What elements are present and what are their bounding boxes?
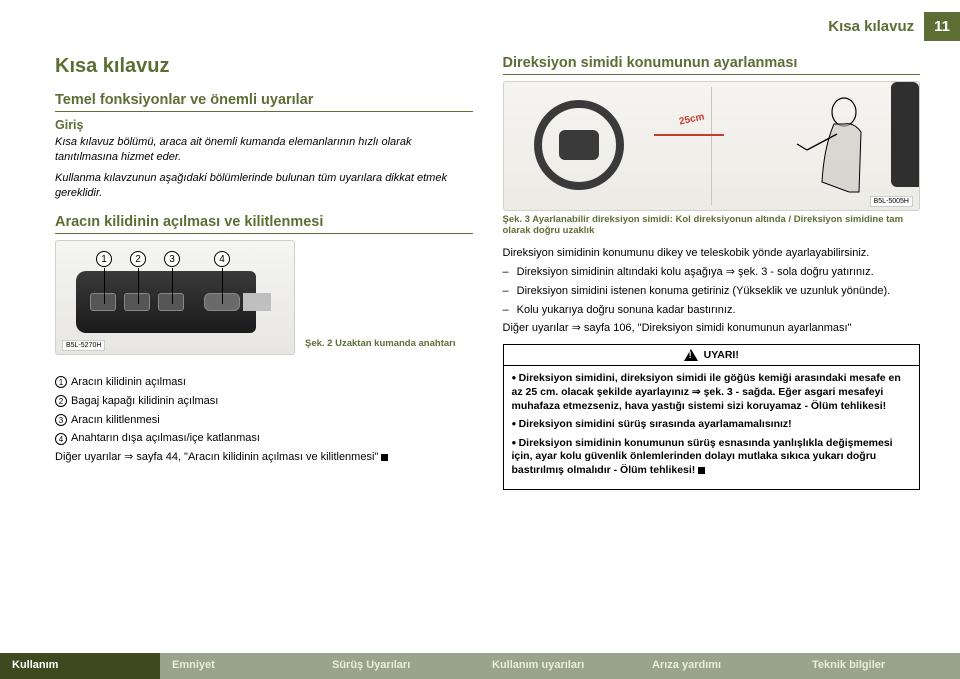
legend-3: 3Aracın kilitlenmesi [55,411,473,430]
subhead-steering: Direksiyon simidi konumunun ayarlanması [503,55,921,75]
key-body-shape [76,271,256,333]
torso-silhouette-icon [789,92,889,202]
subhead-lock: Aracın kilidinin açılması ve kilitlenmes… [55,214,473,234]
warning-2: Direksiyon simidini sürüş sırasında ayar… [512,418,912,432]
warning-title-row: UYARI! [504,345,920,366]
legend-2: 2Bagaj kapağı kilidinin açılması [55,392,473,411]
key-button-1 [90,293,116,311]
key-blade [243,293,271,311]
distance-arrow [654,134,724,136]
section-title: Kısa kılavuz [55,55,473,78]
intro-heading: Giriş [55,118,473,132]
steer-more: Diğer uyarılar ⇒ sayfa 106, "Direksiyon … [503,321,921,336]
steer-bullet-2: –Direksiyon simidini istenen konuma geti… [503,284,921,299]
warning-body: Direksiyon simidini, direksiyon simidi i… [504,366,920,488]
figure-steering: 25cm B5L-5005H [503,81,921,211]
key-button-3 [158,293,184,311]
distance-label: 25cm [678,111,705,127]
header-title: Kısa kılavuz [818,12,924,41]
steering-hub-shape [559,130,599,160]
fig2-code: B5L-5270H [62,340,105,351]
callout-3: 3 [164,251,180,267]
callout-4: 4 [214,251,230,267]
callout-1: 1 [96,251,112,267]
page-number: 11 [924,12,960,41]
legend-1: 1Aracın kilidinin açılması [55,373,473,392]
legend-more: Diğer uyarılar ⇒ sayfa 44, "Aracın kilid… [55,448,473,467]
fig3-code: B5L-5005H [870,196,913,207]
steer-bullet-1: –Direksiyon simidinin altındaki kolu aşa… [503,265,921,280]
right-column: Direksiyon simidi konumunun ayarlanması … [503,55,921,629]
seat-torso [789,92,889,202]
figure-remote-key: 1 2 3 4 B5L-5270H [55,240,295,355]
footer-tab-emniyet[interactable]: Emniyet [160,653,320,679]
callout-2: 2 [130,251,146,267]
warning-1: Direksiyon simidini, direksiyon simidi i… [512,372,912,413]
footer-tab-kullanim[interactable]: Kullanım [0,653,160,679]
fig2-caption: Şek. 2 Uzaktan kumanda anahtarı [305,338,455,349]
warning-icon [684,349,698,361]
content-columns: Kısa kılavuz Temel fonksiyonlar ve öneml… [55,55,920,629]
warning-box: UYARI! Direksiyon simidini, direksiyon s… [503,344,921,489]
footer-tab-ariza[interactable]: Arıza yardımı [640,653,800,679]
left-column: Kısa kılavuz Temel fonksiyonlar ve öneml… [55,55,473,629]
footer-tab-surus[interactable]: Sürüş Uyarıları [320,653,480,679]
warning-title: UYARI! [704,349,739,361]
intro-p2: Kullanma kılavzunun aşağıdaki bölümlerin… [55,172,447,199]
legend-4: 4Anahtarın dışa açılması/içe katlanması [55,429,473,448]
footer-tab-kullanim-uyari[interactable]: Kullanım uyarıları [480,653,640,679]
fig3-caption: Şek. 3 Ayarlanabilir direksiyon simidi: … [503,214,921,236]
intro-p1: Kısa kılavuz bölümü, araca ait önemli ku… [55,135,473,165]
subhead-functions: Temel fonksiyonlar ve önemli uyarılar [55,92,473,112]
page-header: Kısa kılavuz 11 [818,12,960,41]
key-button-2 [124,293,150,311]
footer-tabs: Kullanım Emniyet Sürüş Uyarıları Kullanı… [0,653,960,679]
footer-tab-teknik[interactable]: Teknik bilgiler [800,653,960,679]
warning-3: Direksiyon simidinin konumunun sürüş esn… [512,437,912,478]
steer-p1: Direksiyon simidinin konumunu dikey ve t… [503,246,921,261]
seat-back-shape [891,82,919,187]
steer-bullet-3: –Kolu yukarıya doğru sonuna kadar bastır… [503,303,921,318]
